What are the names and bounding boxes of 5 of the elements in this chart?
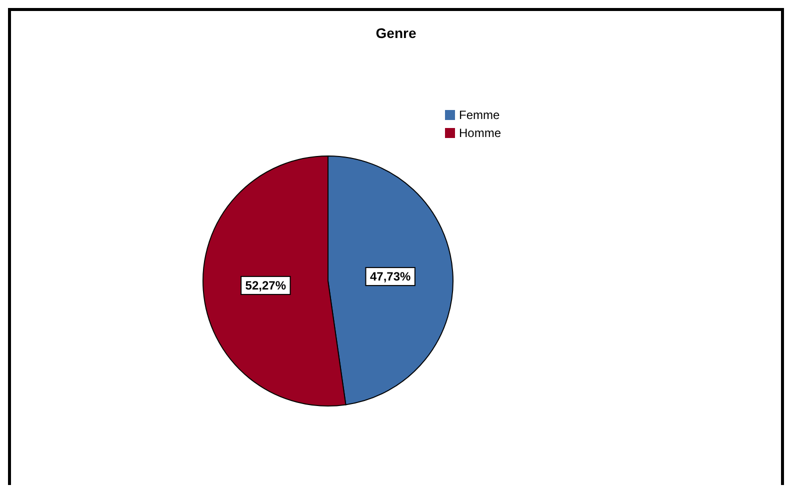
data-label: 52,27% bbox=[245, 278, 286, 292]
chart-title: Genre bbox=[374, 25, 418, 41]
legend-label: Homme bbox=[458, 126, 501, 140]
legend-label: Femme bbox=[458, 108, 500, 122]
data-label: 47,73% bbox=[370, 270, 412, 284]
